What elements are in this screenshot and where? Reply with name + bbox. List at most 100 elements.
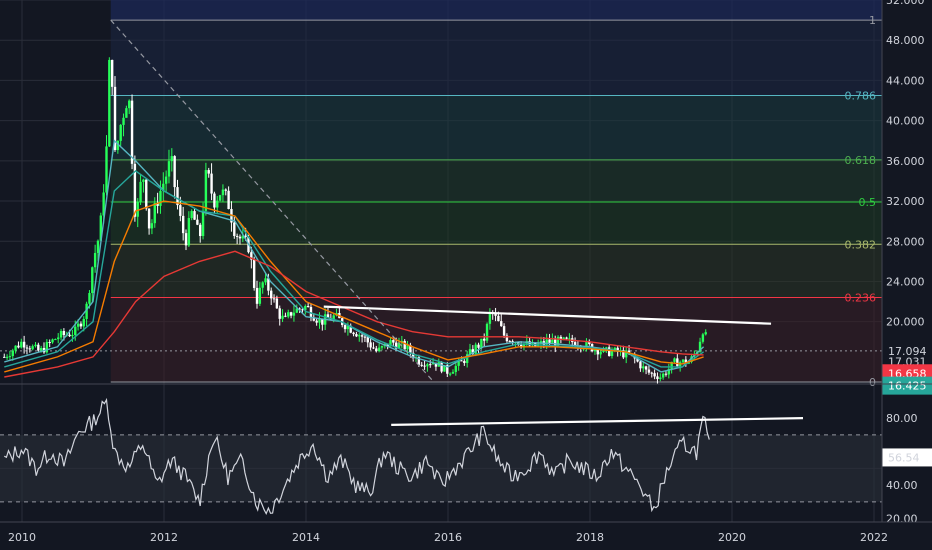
- candle-body: [397, 342, 401, 349]
- candle-body: [301, 309, 304, 311]
- fib-zone: [110, 202, 882, 245]
- candle-body: [221, 189, 225, 196]
- candle-body: [500, 321, 503, 327]
- time-axis-tick: 2020: [718, 531, 746, 544]
- price-axis-tick: 40.000: [886, 115, 925, 128]
- candle-body: [116, 140, 120, 151]
- candle-body: [380, 346, 384, 348]
- candle-body: [22, 341, 26, 348]
- time-axis-tick: 2022: [860, 531, 888, 544]
- candle-body: [565, 337, 568, 339]
- candle-body: [244, 235, 247, 237]
- time-axis-tick: 2018: [576, 531, 604, 544]
- candle-body: [298, 308, 301, 310]
- candle-body: [477, 344, 480, 348]
- price-axis-tick: 52.000: [886, 0, 925, 7]
- fib-level-label: 0.618: [845, 154, 877, 167]
- rsi-line: [4, 397, 710, 516]
- candle-body: [5, 356, 9, 358]
- candle-body: [443, 365, 446, 372]
- candle-body: [37, 344, 40, 351]
- candle-body: [130, 100, 134, 164]
- price-axis-tick: 48.000: [886, 34, 925, 47]
- candle-body: [599, 351, 602, 355]
- candle-body: [289, 312, 293, 316]
- candle-body: [287, 312, 290, 317]
- rsi-value-badge: [882, 448, 932, 467]
- fib-zone: [110, 95, 882, 160]
- candle-body: [642, 366, 645, 369]
- candle-body: [142, 179, 145, 182]
- candle-body: [34, 344, 37, 347]
- candle-body: [366, 337, 369, 343]
- price-axis-tick: 20.000: [886, 316, 925, 329]
- moving-average-line: [4, 250, 704, 378]
- candle-body: [417, 357, 421, 365]
- candle-body: [235, 235, 239, 237]
- candle-body: [653, 373, 656, 377]
- rsi-trend-line[interactable]: [391, 417, 804, 426]
- candle-body: [548, 339, 551, 343]
- candle-body: [474, 344, 477, 354]
- candle-body: [122, 117, 125, 125]
- candle-body: [128, 100, 131, 109]
- candle-body: [318, 319, 321, 323]
- candle-body: [647, 369, 651, 373]
- candle-body: [505, 335, 509, 342]
- candle-body: [224, 189, 227, 191]
- candle-body: [332, 315, 335, 321]
- resistance-trend-line[interactable]: [323, 305, 772, 325]
- candle-body: [431, 362, 435, 365]
- candle-body: [360, 335, 364, 337]
- candle-body: [650, 372, 653, 374]
- candle-body: [153, 202, 156, 224]
- price-axis-tick: 24.000: [886, 275, 925, 288]
- candle-body: [465, 354, 469, 364]
- candle-body: [664, 373, 668, 375]
- fib-level-label: 0.786: [845, 90, 877, 103]
- candle-body: [39, 348, 43, 351]
- candle-body: [480, 338, 483, 348]
- candle-body: [159, 191, 162, 206]
- candle-body: [468, 349, 472, 355]
- candle-body: [426, 364, 429, 367]
- candle-body: [690, 356, 693, 363]
- candle-body: [281, 315, 284, 319]
- candle-body: [218, 195, 222, 201]
- candle-body: [113, 86, 117, 151]
- candle-body: [440, 362, 443, 372]
- candle-body: [610, 351, 614, 356]
- candle-body: [252, 259, 256, 288]
- candle-body: [389, 340, 392, 347]
- candle-body: [119, 124, 122, 141]
- candle-body: [306, 306, 310, 308]
- candle-body: [409, 345, 412, 353]
- candle-body: [485, 323, 489, 341]
- price-badge: [882, 376, 932, 395]
- candle-body: [292, 312, 296, 316]
- candle-body: [625, 350, 628, 358]
- candle-body: [656, 376, 659, 380]
- rsi-value-label: 56.54: [888, 451, 920, 464]
- candle-body: [255, 287, 259, 304]
- candle-body: [551, 339, 554, 343]
- candle-body: [82, 318, 85, 327]
- candle-body: [71, 334, 74, 337]
- candle-body: [8, 356, 12, 358]
- candle-body: [93, 252, 97, 268]
- candle-body: [20, 341, 23, 348]
- candle-body: [363, 336, 367, 338]
- candle-body: [54, 339, 57, 341]
- candle-body: [3, 356, 6, 358]
- candle-body: [494, 313, 497, 316]
- candle-body: [88, 293, 91, 304]
- fib-level-label: 0: [869, 376, 876, 389]
- price-axis-tick: 28.000: [886, 235, 925, 248]
- candle-body: [667, 368, 671, 375]
- candle-body: [241, 235, 245, 239]
- price-axis-tick: 32.000: [886, 195, 925, 208]
- candle-body: [196, 219, 199, 225]
- candle-body: [238, 236, 242, 239]
